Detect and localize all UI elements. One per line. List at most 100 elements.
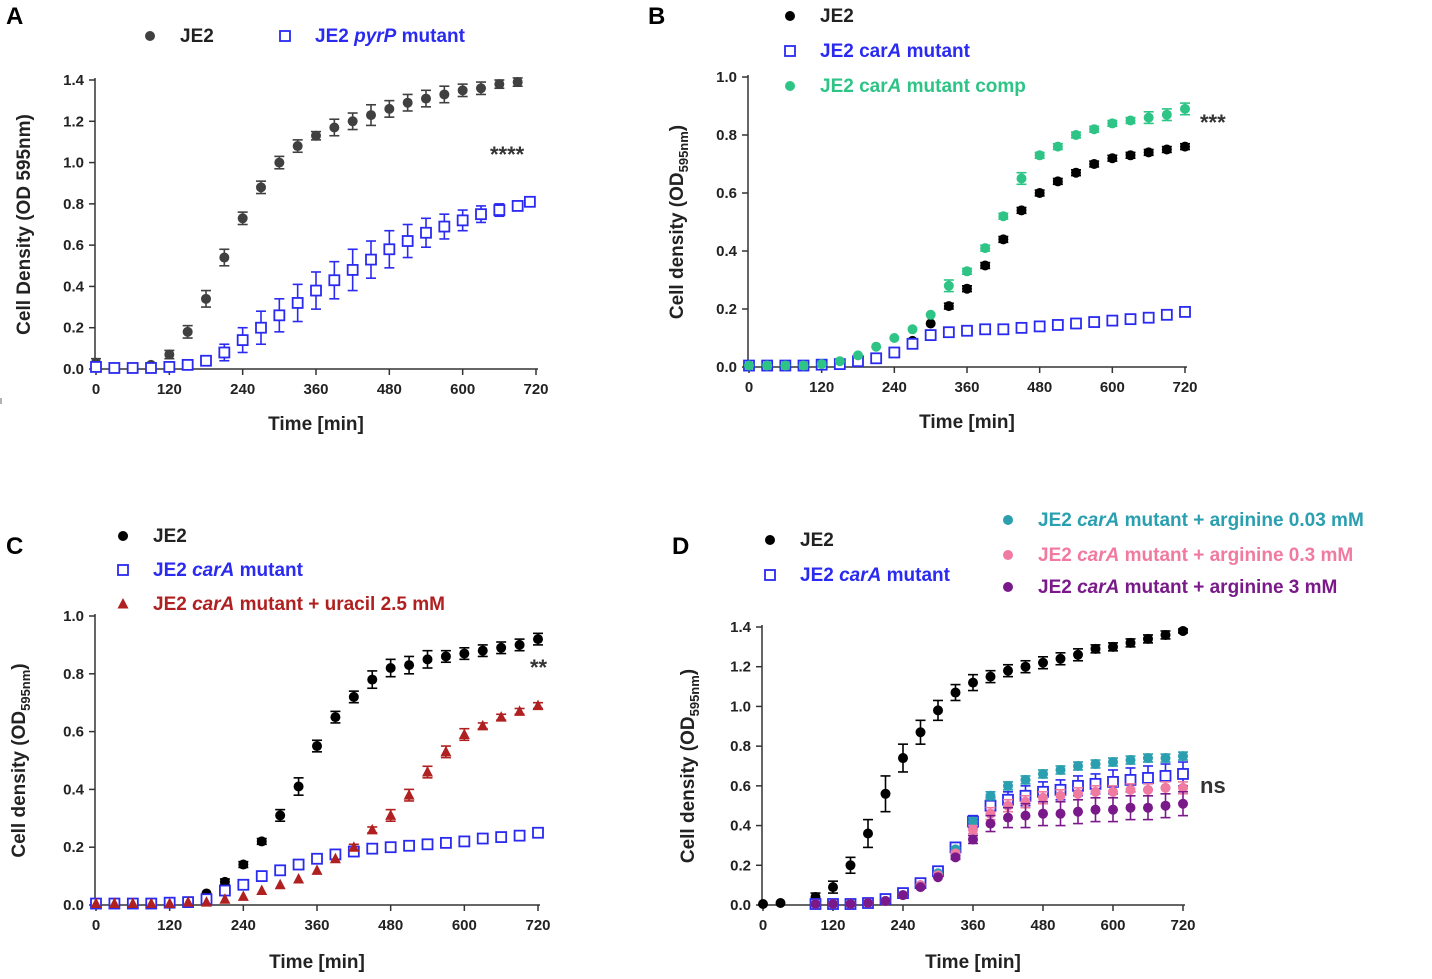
legend-entry: JE2 <box>118 526 187 547</box>
y-tick-label: 0.4 <box>63 781 85 798</box>
data-point <box>456 214 469 227</box>
data-point <box>1016 173 1027 184</box>
data-point <box>1038 657 1048 668</box>
data-point <box>164 349 175 360</box>
data-point <box>523 195 536 208</box>
data-point <box>1160 308 1173 321</box>
data-point <box>853 350 863 361</box>
data-point <box>1125 784 1136 795</box>
data-point <box>1038 768 1048 779</box>
data-point <box>1073 649 1083 660</box>
data-point <box>182 326 193 337</box>
y-tick-label: 0.2 <box>716 301 737 318</box>
data-point <box>440 651 451 662</box>
data-point <box>90 361 102 373</box>
legend-label: JE2 <box>180 26 214 47</box>
data-point <box>758 899 768 910</box>
data-point <box>346 264 359 276</box>
x-tick-label: 720 <box>1172 379 1197 396</box>
data-point <box>219 893 231 904</box>
data-point <box>863 828 873 839</box>
data-point <box>420 226 432 239</box>
data-point <box>402 97 413 108</box>
data-point <box>1125 150 1136 161</box>
data-point <box>962 266 972 277</box>
x-tick-label: 480 <box>1030 917 1055 934</box>
panel-a: A 0 120 240 360 480 600 720 0.0 0.2 0.4 0.6 0.8 1.0 1.… <box>6 3 549 435</box>
data-point <box>403 789 415 800</box>
significance-label: **** <box>490 142 525 167</box>
y-tick-label: 0.4 <box>730 818 752 835</box>
x-tick-label: 0 <box>759 917 767 934</box>
data-point <box>1107 153 1118 164</box>
data-point <box>403 839 415 852</box>
x-tick-label: 600 <box>1100 379 1125 396</box>
legend-label: JE2 carA mutant + uracil 2.5 mM <box>153 594 445 615</box>
data-point <box>237 213 248 224</box>
y-tick-label: 1.2 <box>63 113 84 130</box>
legend-entry: JE2 <box>785 6 854 27</box>
panel-b: B 0 120 240 360 480 600 720 0.0 0.2 0.4 0.6 0.8 1.0 Ti… <box>648 3 1226 433</box>
data-point <box>834 356 845 367</box>
data-point <box>1108 641 1118 652</box>
data-point <box>365 253 377 266</box>
data-point <box>514 705 526 716</box>
data-point <box>145 897 157 909</box>
x-tick-label: 720 <box>525 917 550 934</box>
data-point <box>968 824 978 835</box>
legend-entry: JE2 carA mutant comp <box>785 76 1026 97</box>
y-axis-title: Cell density (OD595nm) <box>678 669 702 863</box>
data-point <box>328 274 341 287</box>
data-point <box>1090 643 1101 654</box>
legend-marker <box>145 31 155 41</box>
y-tick-label: 0.0 <box>730 897 751 914</box>
series-2 <box>90 195 536 374</box>
data-point <box>924 329 937 342</box>
x-tick-label: 360 <box>303 381 328 398</box>
data-point <box>1178 625 1188 636</box>
data-point <box>256 836 267 847</box>
data-point <box>1177 768 1189 780</box>
x-tick-label: 120 <box>157 381 182 398</box>
data-point <box>181 358 194 371</box>
legend-marker <box>784 45 796 57</box>
data-point <box>1178 782 1188 793</box>
data-point <box>311 852 323 865</box>
data-point <box>942 326 955 339</box>
data-point <box>292 858 305 871</box>
data-point <box>950 852 961 863</box>
data-point <box>513 829 526 842</box>
data-point <box>1160 753 1171 764</box>
data-point <box>514 639 525 650</box>
data-point <box>201 293 211 304</box>
data-point <box>1142 772 1154 784</box>
data-point <box>961 324 973 337</box>
data-point <box>985 790 996 801</box>
x-tick-label: 120 <box>157 917 182 934</box>
y-tick-label: 0.0 <box>716 359 737 376</box>
x-axis-title: Time [min] <box>919 412 1015 433</box>
data-point <box>1055 653 1066 664</box>
data-point <box>943 301 954 312</box>
data-point <box>1020 774 1031 785</box>
data-point <box>493 204 506 216</box>
legend-marker <box>118 531 128 541</box>
x-tick-label: 480 <box>1027 379 1052 396</box>
x-tick-label: 720 <box>523 381 548 398</box>
legend-label: JE2 carA mutant comp <box>820 76 1026 97</box>
data-point <box>1003 812 1013 823</box>
data-point <box>219 876 230 887</box>
data-point <box>532 826 544 839</box>
data-point <box>421 838 434 851</box>
legend-label: JE2 carA mutant <box>153 560 304 581</box>
data-point <box>968 816 978 827</box>
legend-marker <box>1003 515 1013 525</box>
y-tick-label: 0.6 <box>716 185 737 202</box>
y-tick-label: 0.8 <box>63 666 84 683</box>
legend-label: JE2 pyrP mutant <box>315 26 466 47</box>
significance-label: ** <box>530 655 548 680</box>
data-point <box>1055 808 1066 819</box>
data-point <box>968 834 978 845</box>
data-point <box>1073 788 1083 799</box>
data-point <box>1143 147 1154 158</box>
